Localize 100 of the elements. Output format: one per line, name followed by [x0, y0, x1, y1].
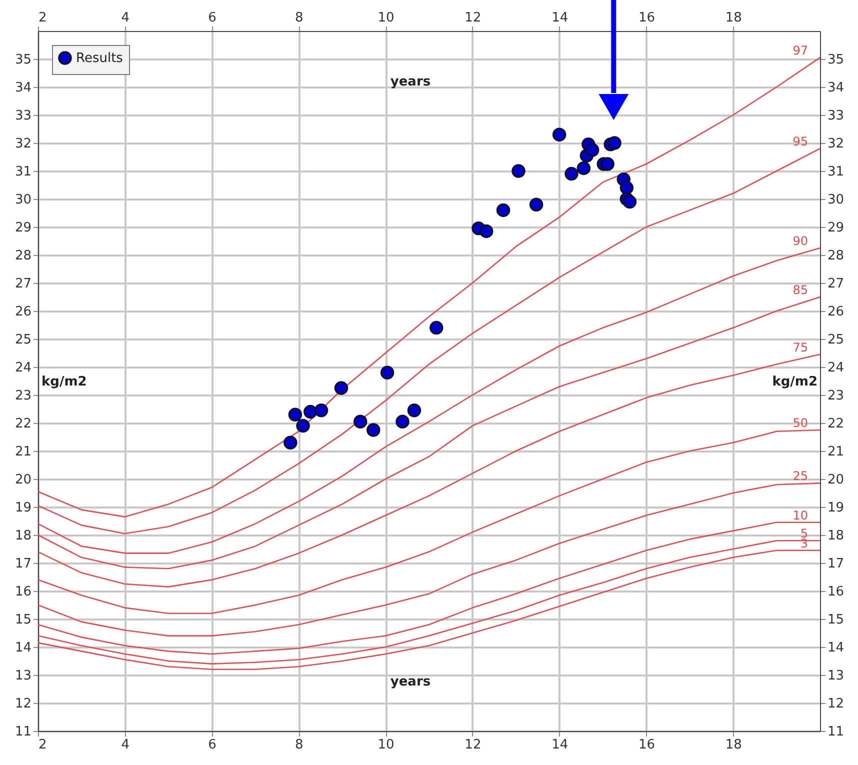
series-label: 97 [792, 44, 808, 58]
series-label: 90 [792, 234, 808, 248]
point [353, 414, 368, 428]
point [334, 381, 348, 395]
point [366, 423, 380, 437]
line-series [37, 429, 821, 614]
y2-tick-label: 34 [828, 80, 844, 96]
x-tick-label: 12 [464, 738, 482, 752]
y-tick-label: 22 [14, 416, 32, 432]
series-label: 50 [792, 416, 808, 430]
y-tick-label: 29 [14, 220, 32, 236]
y2-tick-label: 30 [828, 192, 844, 208]
point [600, 157, 614, 171]
point [564, 166, 578, 181]
x-tick-label: 8 [295, 738, 304, 752]
point [585, 143, 600, 157]
x-tick-label: 4 [121, 738, 130, 752]
legend-label: Results [76, 51, 124, 66]
point [430, 320, 444, 335]
point [529, 198, 544, 212]
y-tick-label: 18 [14, 528, 32, 544]
point [552, 128, 566, 142]
point [576, 161, 591, 176]
y-tick-label: 20 [14, 472, 32, 488]
line-series [37, 354, 821, 588]
y2-tick-label: 27 [828, 276, 844, 292]
y-tick-label: 35 [14, 52, 32, 68]
x-tick-label: 16 [638, 738, 655, 752]
y-tick-label: 11 [14, 724, 32, 740]
y2-tick-label: 32 [828, 136, 844, 152]
line-series [37, 522, 821, 655]
y2-tick-label: 35 [828, 52, 844, 68]
x2-axis-title: years [390, 74, 431, 90]
point [620, 180, 634, 195]
y2-tick-label: 29 [828, 220, 844, 236]
y-tick-label: 15 [14, 612, 32, 628]
y2-tick-label: 25 [828, 332, 844, 348]
x-tick-label: 2 [38, 738, 47, 752]
x2-tick-label: 14 [552, 10, 568, 26]
y-tick-label: 26 [14, 304, 32, 320]
point [288, 408, 302, 422]
y2-tick-label: 13 [828, 668, 844, 684]
x2-tick-label: 10 [378, 10, 394, 26]
y-tick-label: 27 [14, 276, 32, 292]
y2-tick-label: 12 [828, 696, 844, 712]
point [396, 414, 410, 428]
y2-tick-label: 31 [828, 164, 844, 180]
y-tick-label: 30 [14, 192, 32, 208]
point [512, 164, 526, 178]
point [407, 404, 422, 418]
line-series [37, 247, 821, 554]
point [622, 194, 637, 209]
y2-tick-label: 23 [828, 388, 844, 404]
y-tick-label: 14 [14, 640, 32, 656]
x2-tick-label: 4 [121, 10, 130, 26]
y2-tick-label: 18 [828, 528, 844, 544]
point [284, 436, 298, 450]
y-tick-label: 21 [14, 444, 32, 460]
x2-tick-label: 16 [638, 10, 655, 26]
x2-tick-label: 12 [464, 10, 482, 26]
x-tick-label: 14 [552, 738, 568, 752]
y-tick-label: 25 [14, 332, 32, 348]
y-tick-label: 17 [14, 556, 32, 572]
y-tick-label: 28 [14, 248, 32, 264]
y2-tick-label: 24 [828, 360, 844, 376]
y-tick-label: 24 [14, 360, 32, 376]
y2-tick-label: 33 [828, 108, 844, 124]
y2-tick-label: 19 [828, 500, 844, 516]
y-axis-title: kg/m2 [42, 374, 87, 390]
y2-tick-label: 14 [828, 640, 844, 656]
point [304, 404, 318, 419]
point [380, 366, 394, 380]
y2-tick-label: 20 [828, 472, 844, 488]
x-tick-label: 10 [378, 738, 394, 752]
y2-tick-label: 22 [828, 416, 844, 432]
x2-tick-label: 6 [208, 10, 216, 26]
y2-tick-label: 21 [828, 444, 844, 460]
x2-tick-label: 2 [38, 10, 47, 26]
point [314, 404, 328, 418]
x-tick-label: 18 [725, 738, 742, 752]
point [608, 136, 622, 150]
x-axis-title: years [390, 674, 431, 690]
x2-tick-label: 8 [295, 10, 304, 26]
line-series [37, 296, 821, 570]
y-tick-label: 32 [14, 136, 32, 152]
y-tick-label: 34 [14, 80, 32, 96]
series-label: 95 [792, 134, 808, 149]
series-label: 75 [792, 340, 808, 354]
y2-tick-label: 16 [828, 584, 844, 600]
y-tick-label: 33 [14, 108, 32, 124]
x2-tick-label: 18 [725, 10, 742, 26]
series-label: 10 [792, 508, 808, 522]
y2-tick-label: 15 [828, 612, 844, 628]
y2-tick-label: 11 [828, 724, 844, 740]
series-label: 25 [792, 469, 808, 484]
point [296, 418, 310, 433]
series-label: 5 [800, 526, 808, 541]
y-tick-label: 31 [14, 164, 32, 180]
line-series [37, 482, 821, 636]
point [496, 203, 510, 218]
